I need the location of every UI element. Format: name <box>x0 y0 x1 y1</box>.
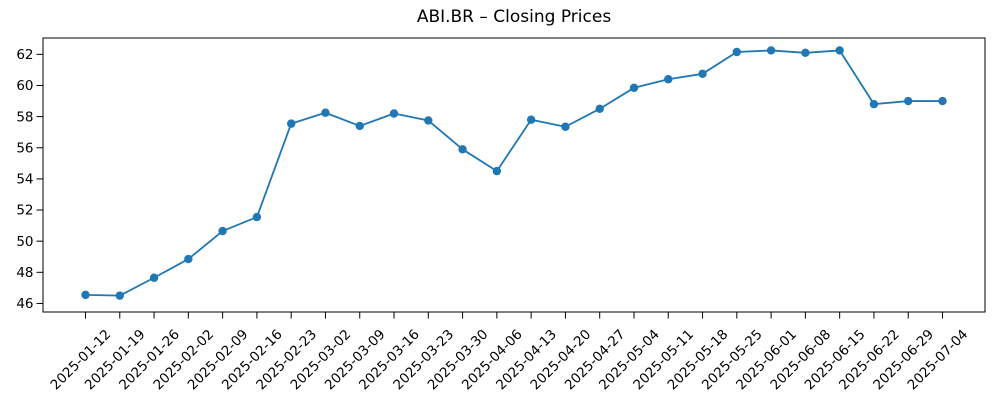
price-line <box>84 49 944 297</box>
y-tick-label: 52 <box>16 203 33 219</box>
y-tick-label: 46 <box>16 296 33 312</box>
data-point <box>115 291 124 300</box>
y-tick-label: 54 <box>16 172 33 188</box>
data-point <box>938 96 947 106</box>
plot-frame <box>42 37 986 313</box>
y-tick-label: 48 <box>16 265 33 281</box>
data-point <box>904 96 913 106</box>
data-point <box>664 75 673 84</box>
data-point <box>355 121 364 131</box>
data-point <box>492 166 502 176</box>
data-point <box>561 122 570 131</box>
chart-title: ABI.BR – Closing Prices <box>416 7 612 27</box>
y-tick-label: 60 <box>16 78 33 94</box>
data-point <box>149 273 159 282</box>
data-point <box>835 46 844 55</box>
data-point <box>732 47 742 57</box>
data-point <box>629 83 639 93</box>
data-point <box>698 69 707 79</box>
data-point <box>184 254 193 264</box>
data-point <box>252 212 262 222</box>
data-point <box>526 115 536 124</box>
data-point <box>424 116 433 125</box>
y-tick-label: 50 <box>16 234 33 250</box>
data-point <box>458 145 467 154</box>
data-point <box>801 48 810 57</box>
data-point <box>218 226 227 236</box>
y-tick-label: 56 <box>16 140 33 156</box>
data-point <box>389 109 399 118</box>
y-tick-label: 62 <box>16 47 33 63</box>
y-tick-label: 58 <box>16 109 33 125</box>
data-point <box>869 99 879 109</box>
data-point <box>286 119 296 128</box>
data-point <box>595 104 604 114</box>
data-point <box>766 46 776 55</box>
data-point <box>81 290 90 300</box>
data-point <box>321 108 330 117</box>
